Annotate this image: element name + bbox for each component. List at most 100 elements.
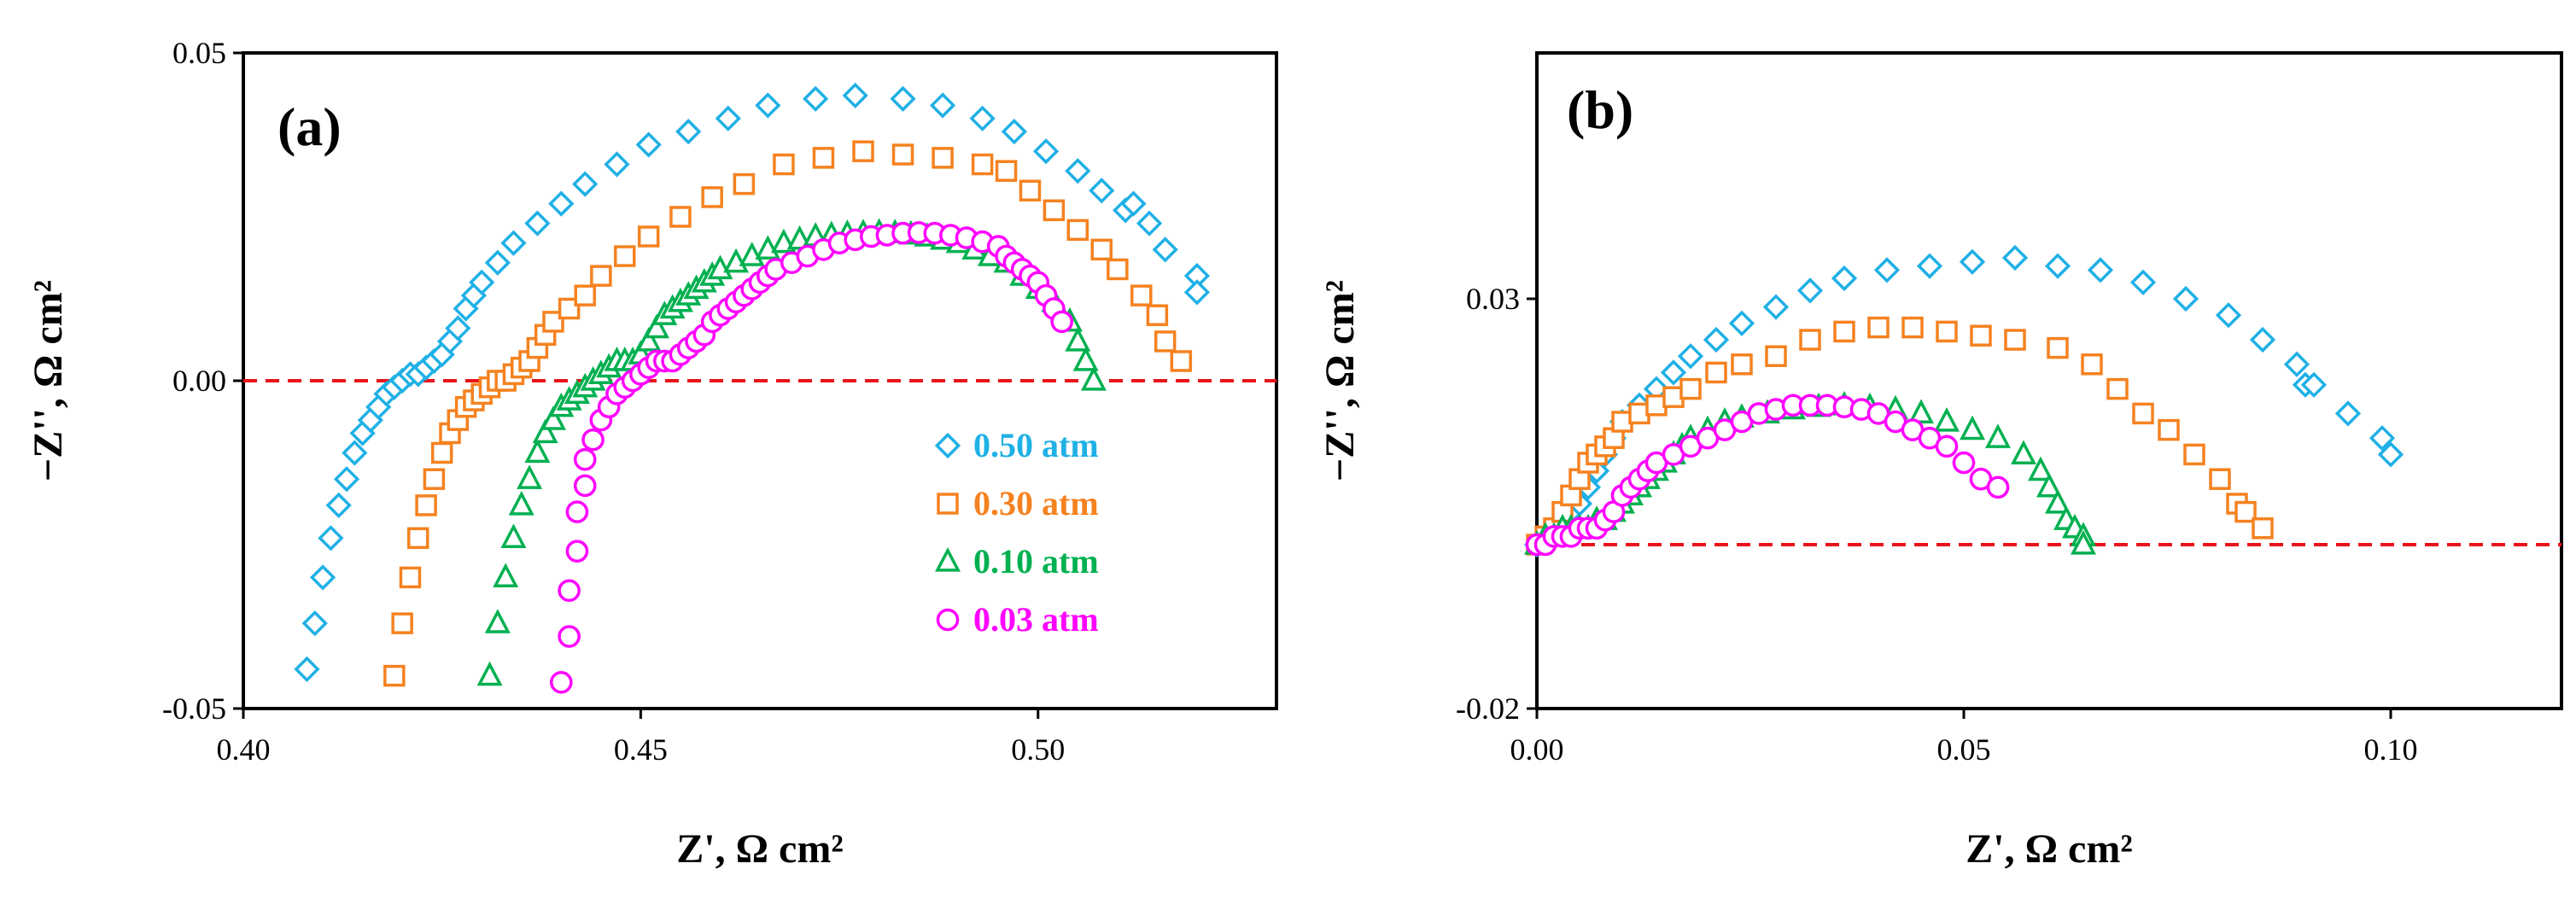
data-point-diamond	[1120, 190, 1147, 217]
data-point-diamond	[309, 564, 336, 591]
data-point-square	[430, 441, 453, 464]
data-point-square	[701, 186, 723, 208]
data-point-diamond	[2172, 285, 2199, 312]
data-point-triangle	[500, 523, 527, 548]
data-point-diamond	[301, 610, 328, 637]
data-point-circle	[565, 500, 589, 523]
data-point-square	[1679, 377, 1702, 400]
data-markers-a	[294, 82, 1211, 694]
data-point-square	[1066, 219, 1089, 242]
data-point-diamond	[548, 190, 575, 217]
data-point-square	[1765, 345, 1787, 367]
series-0-03-atm	[1525, 394, 2010, 557]
data-point-diamond	[1660, 359, 1687, 386]
data-point-diamond	[604, 151, 630, 178]
data-point-triangle	[1072, 346, 1099, 371]
data-point-circle	[550, 670, 573, 694]
y-tick-label: 0.03	[1466, 282, 1520, 316]
legend-entry-label: 0.10 atm	[973, 542, 1099, 581]
data-point-diamond	[969, 105, 996, 131]
y-tick-label: 0.05	[172, 36, 226, 70]
x-axis-title-b: Z', Ω cm²	[1966, 826, 2132, 872]
panel-a: 0.40 0.45 0.50-0.050.000.05 (a) Z', Ω cm² …	[26, 36, 1278, 872]
data-point-square	[1130, 284, 1153, 306]
data-point-triangle	[739, 242, 765, 266]
data-point-diamond	[2249, 326, 2276, 353]
data-point-diamond	[2044, 253, 2071, 279]
data-point-circle	[573, 447, 597, 471]
data-point-diamond	[333, 466, 360, 493]
data-point-diamond	[715, 105, 741, 131]
data-point-square	[1901, 316, 1924, 339]
data-point-square	[2158, 418, 2180, 441]
data-point-triangle	[508, 490, 534, 516]
y-tick-label: -0.02	[1456, 691, 1520, 726]
data-point-triangle	[644, 313, 669, 339]
data-point-square	[2047, 336, 2069, 359]
data-point-diamond	[1916, 253, 1943, 279]
data-point-diamond	[2129, 269, 2157, 295]
data-point-square	[773, 153, 795, 176]
data-point-diamond	[1796, 277, 1824, 304]
data-point-triangle	[1080, 366, 1107, 391]
data-point-triangle	[484, 609, 511, 633]
x-axis-title-a: Z', Ω cm²	[676, 826, 843, 872]
data-point-circle	[1986, 476, 2010, 499]
data-point-square	[415, 494, 437, 516]
series-0-50-atm	[294, 82, 1211, 683]
y-tick-label: 0.00	[172, 364, 226, 398]
data-point-square	[1833, 320, 1855, 343]
data-point-diamond	[1831, 265, 1858, 292]
data-point-square	[1146, 304, 1169, 326]
data-point-diamond	[803, 85, 829, 112]
data-point-diamond	[524, 210, 551, 236]
data-point-triangle	[723, 248, 750, 273]
data-point-diamond	[2283, 351, 2310, 377]
data-point-square	[852, 140, 874, 162]
data-point-square	[2183, 443, 2205, 466]
data-point-diamond	[2215, 302, 2242, 329]
series-0-30-atm	[1526, 316, 2274, 556]
data-point-triangle	[524, 438, 551, 464]
data-point-square	[1090, 238, 1113, 261]
data-point-square	[542, 311, 564, 333]
data-point-square	[2004, 329, 2026, 351]
data-point-triangle	[1934, 407, 1960, 432]
data-point-diamond	[318, 525, 344, 551]
data-point-square	[891, 143, 914, 166]
data-point-diamond	[1677, 343, 1704, 370]
data-point-square	[1154, 330, 1177, 353]
data-point-square	[558, 297, 581, 320]
data-point-diamond	[1873, 257, 1901, 283]
data-point-circle	[1935, 435, 1959, 458]
data-point-circle	[565, 540, 589, 563]
data-point-diamond	[325, 492, 352, 519]
data-markers-b	[1523, 244, 2404, 558]
data-point-square	[1936, 320, 1958, 343]
data-point-square	[1799, 329, 1821, 351]
data-point-diamond	[842, 82, 868, 109]
data-point-square	[1867, 316, 1890, 339]
data-point-triangle	[2036, 472, 2062, 498]
legend-entry-label: 0.03 atm	[973, 600, 1099, 639]
data-point-diamond	[1152, 236, 1178, 263]
data-point-diamond	[755, 92, 781, 119]
data-point-diamond	[572, 171, 599, 197]
data-point-diamond	[1959, 248, 1986, 275]
data-point-circle	[558, 625, 581, 648]
legend-marker-triangle	[935, 547, 961, 572]
data-point-diamond	[2334, 400, 2362, 427]
legend-marker-square	[937, 493, 959, 515]
x-tick-label: 0.50	[1011, 732, 1065, 767]
data-point-diamond	[1065, 158, 1091, 184]
data-point-square	[423, 468, 446, 490]
data-point-diamond	[500, 230, 527, 256]
data-point-square	[733, 172, 756, 195]
data-point-triangle	[517, 464, 543, 489]
data-point-triangle	[635, 326, 662, 352]
data-point-diamond	[929, 92, 956, 119]
data-point-diamond	[1728, 310, 1755, 336]
plot-frame-b	[1535, 51, 2563, 710]
